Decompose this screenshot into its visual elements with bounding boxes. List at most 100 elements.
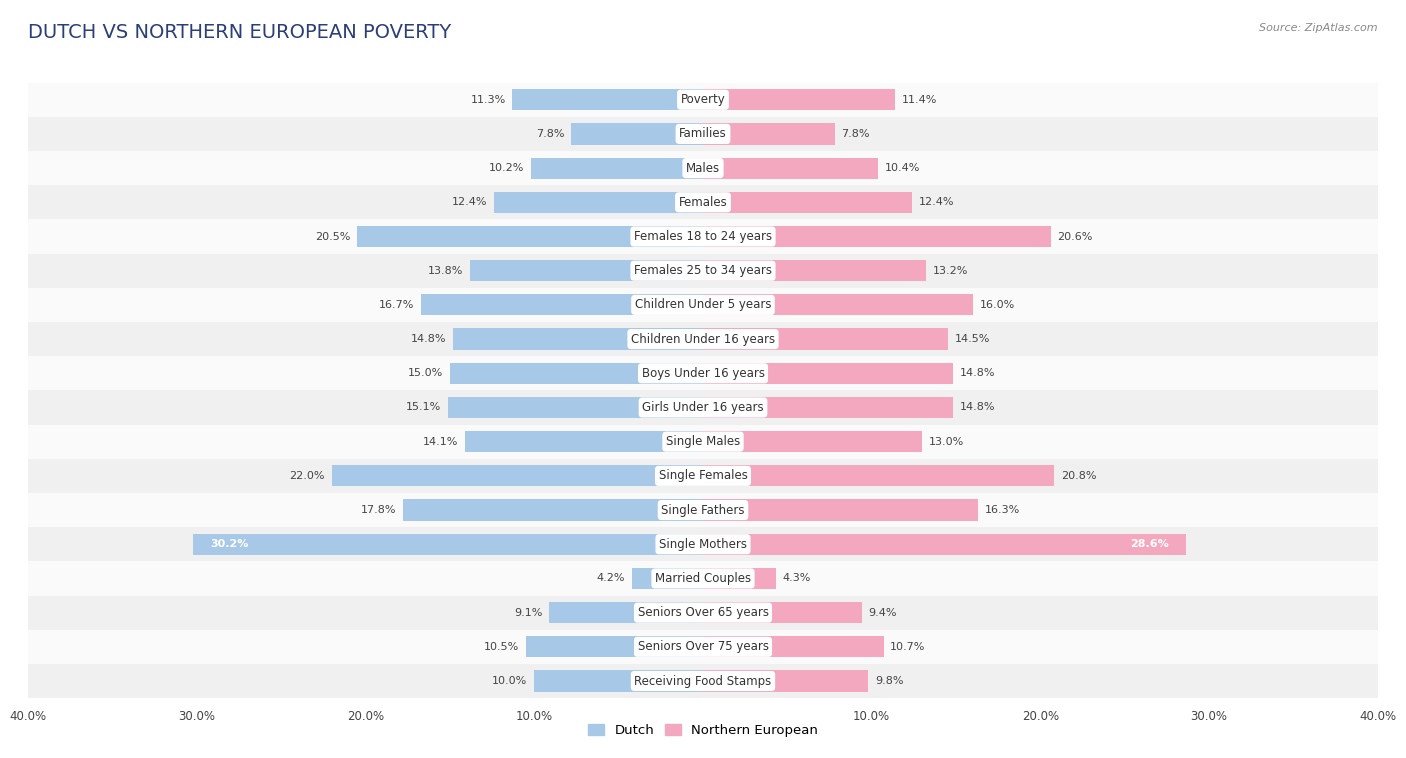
Text: Receiving Food Stamps: Receiving Food Stamps (634, 675, 772, 688)
Bar (28, 424, 1378, 459)
Text: 16.3%: 16.3% (984, 505, 1019, 515)
Bar (28, 356, 1378, 390)
Text: 22.0%: 22.0% (290, 471, 325, 481)
Text: Source: ZipAtlas.com: Source: ZipAtlas.com (1260, 23, 1378, 33)
Text: 10.7%: 10.7% (890, 642, 925, 652)
Text: 14.8%: 14.8% (959, 368, 995, 378)
Text: 13.8%: 13.8% (427, 266, 464, 276)
Bar (703, 534, 1185, 555)
Text: Males: Males (686, 161, 720, 174)
Text: 20.6%: 20.6% (1057, 231, 1092, 242)
Text: Families: Families (679, 127, 727, 140)
Bar (28, 219, 1378, 254)
Bar (534, 670, 703, 691)
Text: 4.3%: 4.3% (782, 574, 811, 584)
Text: 12.4%: 12.4% (451, 197, 486, 207)
Text: 14.1%: 14.1% (423, 437, 458, 446)
Text: 17.8%: 17.8% (360, 505, 396, 515)
Bar (28, 562, 1378, 596)
Text: 7.8%: 7.8% (536, 129, 565, 139)
Text: 10.5%: 10.5% (484, 642, 519, 652)
Bar (28, 527, 1378, 562)
Text: Girls Under 16 years: Girls Under 16 years (643, 401, 763, 414)
Bar (703, 192, 912, 213)
Text: 10.0%: 10.0% (492, 676, 527, 686)
Text: DUTCH VS NORTHERN EUROPEAN POVERTY: DUTCH VS NORTHERN EUROPEAN POVERTY (28, 23, 451, 42)
Bar (703, 226, 1050, 247)
Bar (28, 493, 1378, 527)
Bar (703, 568, 776, 589)
Bar (526, 636, 703, 657)
Text: Children Under 16 years: Children Under 16 years (631, 333, 775, 346)
Text: 15.0%: 15.0% (408, 368, 443, 378)
Text: Females 18 to 24 years: Females 18 to 24 years (634, 230, 772, 243)
Bar (28, 185, 1378, 219)
Bar (28, 117, 1378, 151)
Bar (703, 89, 896, 111)
Text: 14.8%: 14.8% (411, 334, 447, 344)
Bar (453, 328, 703, 349)
Bar (571, 124, 703, 145)
Bar (28, 596, 1378, 630)
Text: Single Females: Single Females (658, 469, 748, 482)
Bar (703, 500, 979, 521)
Text: Females 25 to 34 years: Females 25 to 34 years (634, 265, 772, 277)
Bar (449, 397, 703, 418)
Bar (28, 630, 1378, 664)
Bar (703, 328, 948, 349)
Bar (633, 568, 703, 589)
Text: 11.4%: 11.4% (903, 95, 938, 105)
Text: 10.4%: 10.4% (886, 163, 921, 173)
Bar (28, 664, 1378, 698)
Bar (703, 362, 953, 384)
Bar (28, 322, 1378, 356)
Text: 30.2%: 30.2% (211, 539, 249, 550)
Text: Seniors Over 75 years: Seniors Over 75 years (637, 641, 769, 653)
Text: Single Fathers: Single Fathers (661, 503, 745, 516)
Bar (703, 294, 973, 315)
Bar (531, 158, 703, 179)
Bar (28, 288, 1378, 322)
Text: Married Couples: Married Couples (655, 572, 751, 585)
Text: Females: Females (679, 196, 727, 208)
Text: 13.2%: 13.2% (932, 266, 967, 276)
Bar (703, 124, 835, 145)
Text: 9.4%: 9.4% (869, 608, 897, 618)
Text: 20.8%: 20.8% (1060, 471, 1097, 481)
Text: 12.4%: 12.4% (920, 197, 955, 207)
Text: Single Mothers: Single Mothers (659, 537, 747, 551)
Text: Poverty: Poverty (681, 93, 725, 106)
Text: 4.2%: 4.2% (598, 574, 626, 584)
Bar (402, 500, 703, 521)
Bar (703, 158, 879, 179)
Text: Children Under 5 years: Children Under 5 years (634, 299, 772, 312)
Bar (703, 431, 922, 453)
Bar (357, 226, 703, 247)
Text: 16.7%: 16.7% (380, 300, 415, 310)
Text: 7.8%: 7.8% (841, 129, 870, 139)
Bar (703, 465, 1054, 487)
Text: Boys Under 16 years: Boys Under 16 years (641, 367, 765, 380)
Bar (28, 83, 1378, 117)
Text: 14.5%: 14.5% (955, 334, 990, 344)
Bar (465, 431, 703, 453)
Text: 9.1%: 9.1% (515, 608, 543, 618)
Bar (28, 390, 1378, 424)
Bar (703, 602, 862, 623)
Text: 13.0%: 13.0% (929, 437, 965, 446)
Text: 11.3%: 11.3% (471, 95, 506, 105)
Bar (494, 192, 703, 213)
Bar (512, 89, 703, 111)
Text: 9.8%: 9.8% (875, 676, 904, 686)
Bar (450, 362, 703, 384)
Text: 15.1%: 15.1% (406, 402, 441, 412)
Text: 14.8%: 14.8% (959, 402, 995, 412)
Text: 28.6%: 28.6% (1130, 539, 1168, 550)
Text: 16.0%: 16.0% (980, 300, 1015, 310)
Bar (28, 254, 1378, 288)
Bar (703, 636, 883, 657)
Bar (28, 151, 1378, 185)
Bar (703, 670, 869, 691)
Text: Single Males: Single Males (666, 435, 740, 448)
Bar (422, 294, 703, 315)
